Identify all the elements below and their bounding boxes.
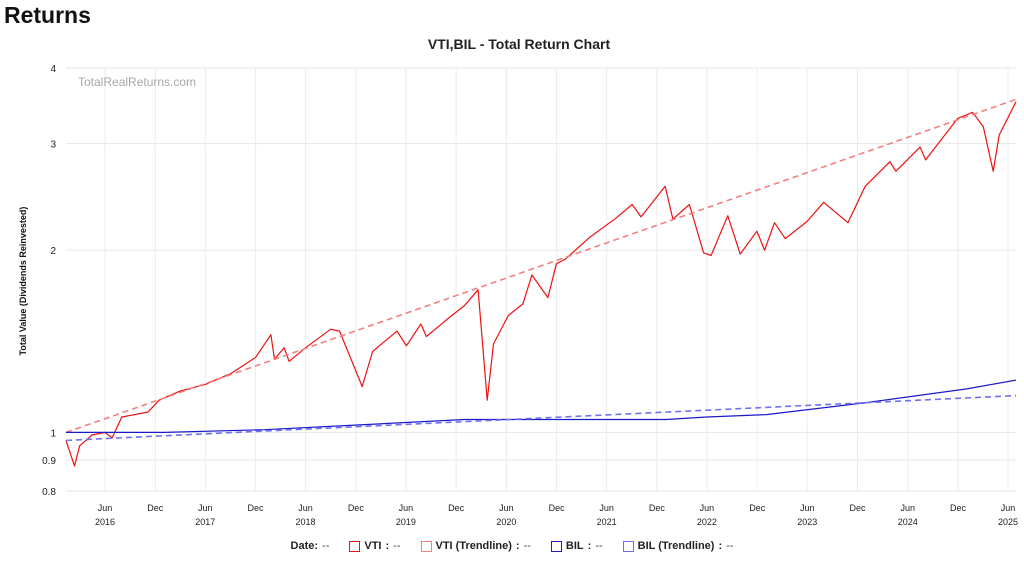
- x-tick-year-label: 2021: [597, 517, 617, 527]
- x-tick-year-label: 2017: [195, 517, 215, 527]
- legend-date-label: Date:: [290, 540, 319, 552]
- series-line-bil-trendline: [65, 394, 1017, 442]
- x-tick-label: Jun: [800, 503, 815, 513]
- x-tick-year-label: 2022: [697, 517, 717, 527]
- x-tick-label: Jun: [198, 503, 213, 513]
- x-tick-label: Jun: [499, 503, 514, 513]
- x-tick-label: Dec: [649, 503, 666, 513]
- x-tick-label: Jun: [1001, 503, 1016, 513]
- legend-name-vti-trendline: VTI (Trendline): [435, 540, 512, 552]
- x-axis: Jun 2016 Dec Jun 2017 Dec Jun 2018 Dec Jun 2019 Dec…: [95, 503, 1018, 527]
- x-tick-label: Dec: [749, 503, 766, 513]
- legend-date-value: --: [322, 540, 330, 552]
- x-tick-year-label: 2018: [296, 517, 316, 527]
- y-tick-label: 1: [50, 428, 56, 439]
- x-tick-label: Dec: [448, 503, 465, 513]
- y-tick-label: 2: [50, 246, 56, 257]
- x-tick-year-label: 2019: [396, 517, 416, 527]
- x-tick-year-label: 2023: [797, 517, 817, 527]
- legend-name-bil-trendline: BIL (Trendline): [637, 540, 715, 552]
- legend-item-bil-trendline[interactable]: BIL (Trendline): --: [622, 540, 734, 552]
- y-axis: 0.8 0.9 1 2 3 4: [42, 64, 56, 498]
- x-tick-label: Jun: [98, 503, 113, 513]
- y-tick-label: 0.8: [42, 487, 56, 498]
- legend-item-vti[interactable]: VTI: --: [349, 540, 401, 552]
- legend-swatch-vti-trendline: [420, 540, 432, 552]
- legend-colon: :: [587, 540, 592, 552]
- series-layer: [65, 98, 1017, 467]
- legend-colon: :: [385, 540, 390, 552]
- x-tick-label: Dec: [147, 503, 164, 513]
- x-tick-year-label: 2020: [496, 517, 516, 527]
- legend-colon: :: [515, 540, 520, 552]
- legend-swatch-bil-trendline: [622, 540, 634, 552]
- x-tick-label: Dec: [849, 503, 866, 513]
- legend-item-vti-trendline[interactable]: VTI (Trendline): --: [420, 540, 531, 552]
- legend-name-bil: BIL: [565, 540, 584, 552]
- legend-value-bil-trendline: --: [726, 540, 734, 552]
- x-tick-label: Jun: [700, 503, 715, 513]
- x-tick-year-label: 2025: [998, 517, 1018, 527]
- x-tick-label: Jun: [399, 503, 414, 513]
- y-tick-label: 0.9: [42, 456, 56, 467]
- x-tick-label: Jun: [298, 503, 313, 513]
- legend-swatch-vti: [349, 540, 361, 552]
- legend-swatch-bil: [550, 540, 562, 552]
- legend-colon: :: [718, 540, 723, 552]
- watermark: TotalRealReturns.com: [78, 75, 196, 89]
- series-line-vti-trendline: [65, 98, 1017, 434]
- legend-name-vti: VTI: [364, 540, 382, 552]
- x-tick-label: Jun: [599, 503, 614, 513]
- legend-date: Date: --: [291, 540, 330, 552]
- chart-legend: Date: -- VTI: -- VTI (Trendline): -- BIL…: [0, 536, 1024, 556]
- y-tick-label: 3: [50, 140, 56, 151]
- x-tick-label: Dec: [549, 503, 566, 513]
- x-tick-label: Dec: [348, 503, 365, 513]
- x-tick-label: Dec: [248, 503, 265, 513]
- y-tick-label: 4: [50, 64, 56, 75]
- legend-value-vti-trendline: --: [523, 540, 531, 552]
- legend-item-bil[interactable]: BIL: --: [550, 540, 603, 552]
- series-line-vti: [65, 101, 1017, 467]
- legend-value-vti: --: [393, 540, 401, 552]
- chart-title: VTI,BIL - Total Return Chart: [428, 36, 611, 52]
- x-tick-year-label: 2024: [898, 517, 918, 527]
- series-line-bil: [66, 379, 1017, 433]
- x-tick-label: Jun: [901, 503, 916, 513]
- grid-lines: [66, 67, 1016, 492]
- y-axis-label: Total Value (Dividends Reinvested): [18, 207, 28, 356]
- x-tick-label: Dec: [950, 503, 967, 513]
- page-heading: Returns: [4, 2, 91, 28]
- x-tick-year-label: 2016: [95, 517, 115, 527]
- legend-value-bil: --: [595, 540, 603, 552]
